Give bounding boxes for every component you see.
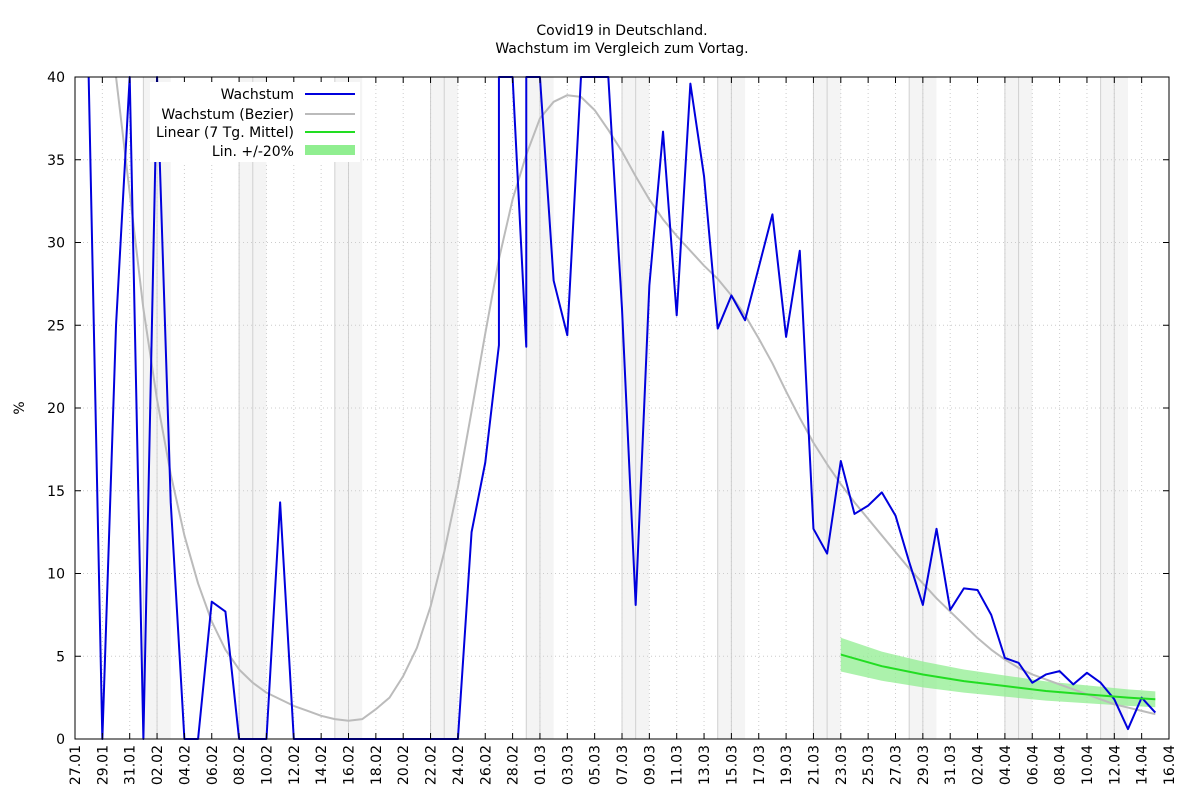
weekend-band xyxy=(1114,77,1128,739)
x-tick-label: 08.02 xyxy=(232,745,248,785)
series-bezier-line xyxy=(115,76,1156,722)
weekend-band xyxy=(334,77,349,739)
x-tick-label: 24.02 xyxy=(451,745,467,785)
weekend-band xyxy=(526,77,540,739)
y-tick-label: 35 xyxy=(47,153,65,169)
weekend-band xyxy=(922,77,937,739)
y-tick-label: 0 xyxy=(56,732,65,748)
y-tick-label: 15 xyxy=(47,484,65,500)
x-tick-label: 17.03 xyxy=(752,745,768,785)
x-tick-label: 08.04 xyxy=(1053,745,1069,785)
x-tick-label: 28.02 xyxy=(506,745,522,785)
x-tick-label: 29.03 xyxy=(916,745,932,785)
x-tick-label: 16.02 xyxy=(342,745,358,785)
x-tick-label: 10.04 xyxy=(1080,745,1096,785)
series-linear-line xyxy=(840,653,1156,701)
legend-label-linear: Linear (7 Tg. Mittel) xyxy=(156,125,294,141)
legend: Wachstum Wachstum (Bezier) Linear (7 Tg.… xyxy=(150,82,360,162)
weekend-band xyxy=(430,77,445,739)
legend-label-band: Lin. +/-20% xyxy=(212,144,294,160)
x-tick-label: 14.02 xyxy=(314,745,330,785)
x-tick-label: 25.03 xyxy=(861,745,877,785)
x-tick-label: 01.03 xyxy=(533,745,549,785)
x-tick-label: 07.03 xyxy=(615,745,631,785)
x-tick-label: 04.04 xyxy=(998,745,1014,785)
x-axis: 27.01 29.01 31.01 02.02 04.02 06.02 08.02 10.02… xyxy=(68,77,1178,785)
x-tick-label: 12.02 xyxy=(287,745,303,785)
weekend-band xyxy=(1018,77,1033,739)
x-tick-label: 20.02 xyxy=(396,745,412,785)
y-tick-label: 20 xyxy=(47,401,65,417)
y-tick-label: 40 xyxy=(47,70,65,86)
x-tick-label: 19.03 xyxy=(779,745,795,785)
y-tick-label: 25 xyxy=(47,318,65,334)
x-tick-label: 03.03 xyxy=(560,745,576,785)
y-axis-label: % xyxy=(12,401,28,414)
weekend-band xyxy=(239,77,253,739)
legend-label-bezier: Wachstum (Bezier) xyxy=(161,107,294,123)
y-axis: 0 5 10 15 20 25 30 35 40 xyxy=(47,70,1169,748)
legend-label-wachstum: Wachstum xyxy=(221,87,294,103)
weekend-band xyxy=(622,77,636,739)
y-tick-label: 30 xyxy=(47,236,65,252)
x-tick-label: 26.02 xyxy=(478,745,494,785)
x-tick-label: 18.02 xyxy=(369,745,385,785)
weekend-band xyxy=(827,77,841,739)
weekend-band xyxy=(731,77,746,739)
x-tick-label: 06.02 xyxy=(205,745,221,785)
chart-title: Covid19 in Deutschland. xyxy=(536,23,707,39)
x-tick-label: 31.01 xyxy=(123,745,139,785)
x-tick-label: 02.02 xyxy=(150,745,166,785)
x-tick-label: 22.02 xyxy=(424,745,440,785)
x-tick-label: 02.04 xyxy=(971,745,987,785)
x-tick-label: 27.03 xyxy=(889,745,905,785)
x-tick-label: 21.03 xyxy=(806,745,822,785)
x-tick-label: 16.04 xyxy=(1162,745,1178,785)
x-tick-label: 05.03 xyxy=(588,745,604,785)
x-tick-label: 23.03 xyxy=(834,745,850,785)
legend-swatch-band xyxy=(305,145,355,155)
y-tick-label: 5 xyxy=(56,649,65,665)
x-tick-label: 31.03 xyxy=(943,745,959,785)
x-tick-label: 09.03 xyxy=(642,745,658,785)
x-tick-label: 27.01 xyxy=(68,745,84,785)
x-tick-label: 04.02 xyxy=(177,745,193,785)
x-tick-label: 06.04 xyxy=(1025,745,1041,785)
y-tick-label: 10 xyxy=(47,567,65,583)
x-tick-label: 11.03 xyxy=(670,745,686,785)
x-tick-label: 13.03 xyxy=(697,745,713,785)
x-tick-label: 29.01 xyxy=(95,745,111,785)
x-tick-label: 14.04 xyxy=(1135,745,1151,785)
chart-subtitle: Wachstum im Vergleich zum Vortag. xyxy=(495,41,748,57)
x-tick-label: 10.02 xyxy=(259,745,275,785)
x-tick-label: 15.03 xyxy=(724,745,740,785)
x-tick-label: 12.04 xyxy=(1107,745,1123,785)
